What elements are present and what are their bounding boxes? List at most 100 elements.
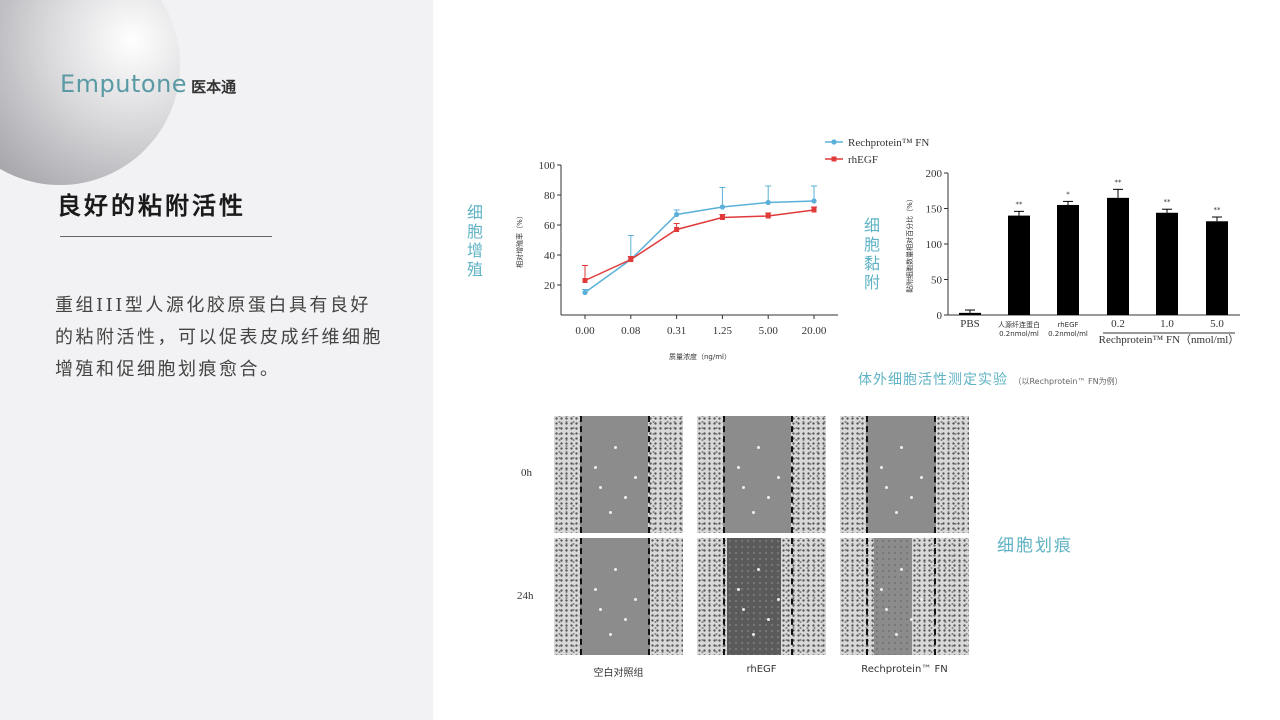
floating-cell xyxy=(742,486,745,489)
floating-cell xyxy=(609,511,612,514)
floating-cell xyxy=(599,608,602,611)
cell-layer xyxy=(650,538,683,655)
floating-cell xyxy=(599,486,602,489)
x-axis-title: 质量浓度（ng/ml） xyxy=(669,352,731,361)
legend-marker xyxy=(831,139,837,145)
adhesion-char: 细 xyxy=(863,216,880,235)
floating-cell xyxy=(624,496,627,499)
brand-logo: Emputone 医本通 xyxy=(60,70,236,98)
y-axis-title: 黏附细胞数量相对百分比（%） xyxy=(905,195,914,293)
floating-cell xyxy=(594,588,597,591)
floating-cell xyxy=(910,618,913,621)
cell-layer xyxy=(554,416,580,533)
page-title: 良好的粘附活性 xyxy=(57,191,246,220)
micrograph xyxy=(840,538,969,655)
row-label-24h: 24h xyxy=(517,590,534,602)
x-tick-label: 0.31 xyxy=(667,325,686,337)
adhesion-char: 附 xyxy=(863,273,880,292)
scratch-edge-line xyxy=(648,538,650,655)
x-tick-label: 0.00 xyxy=(575,325,595,337)
logo-text-en: Emputone xyxy=(60,70,188,98)
scratch-edge-line xyxy=(866,538,868,655)
scratch-gap xyxy=(723,416,791,533)
floating-cell xyxy=(777,476,780,479)
title-divider xyxy=(60,236,272,237)
scratch-gap xyxy=(580,538,650,655)
proliferation-char: 殖 xyxy=(466,260,483,279)
floating-cell xyxy=(885,486,888,489)
cell-layer xyxy=(697,538,727,655)
y-tick-label: 0 xyxy=(937,310,943,322)
y-tick-label: 20 xyxy=(544,280,556,292)
proliferation-label: 细 胞 增 殖 xyxy=(466,203,484,279)
scratch-label: 细胞划痕 xyxy=(997,536,1073,556)
data-point xyxy=(765,199,771,206)
floating-cell xyxy=(880,466,883,469)
x-tick-label: 人源纤连蛋白 xyxy=(998,320,1040,329)
x-tick-label: 0.08 xyxy=(621,325,641,337)
col-label-control: 空白对照组 xyxy=(593,668,644,679)
scratch-edge-line xyxy=(791,538,793,655)
x-tick-label: 0.2nmol/ml xyxy=(1048,330,1088,338)
assay-caption-note: （以Rechprotein™ FN为例） xyxy=(1013,377,1123,386)
data-point xyxy=(719,204,725,210)
proliferation-char: 增 xyxy=(466,241,483,260)
group-label: Rechprotein™ FN（nmol/ml） xyxy=(1099,333,1240,346)
y-tick-label: 100 xyxy=(926,239,943,251)
data-point xyxy=(674,227,680,232)
cell-layer xyxy=(697,416,723,533)
floating-cell xyxy=(614,568,617,571)
x-tick-label: 1.0 xyxy=(1160,318,1174,330)
floating-cell xyxy=(737,588,740,591)
floating-cell xyxy=(737,466,740,469)
bar xyxy=(1206,221,1228,315)
cell-layer xyxy=(840,538,874,655)
floating-cell xyxy=(757,446,760,449)
assay-caption-text: 体外细胞活性测定实验 xyxy=(858,372,1008,388)
cell-layer xyxy=(912,538,969,655)
col-label-rechprotein: Rechprotein™ FN xyxy=(861,664,948,675)
bar xyxy=(1156,212,1178,315)
floating-cell xyxy=(767,618,770,621)
y-tick-label: 60 xyxy=(544,220,556,232)
scratch-edge-line xyxy=(580,416,582,533)
bar xyxy=(1057,204,1079,315)
floating-cell xyxy=(920,476,923,479)
data-point xyxy=(719,215,725,220)
data-point xyxy=(765,213,771,219)
scratch-edge-line xyxy=(934,538,936,655)
cell-layer xyxy=(791,416,826,533)
x-tick-label: 1.25 xyxy=(713,325,733,337)
data-point xyxy=(582,278,588,283)
floating-cell xyxy=(910,496,913,499)
legend-marker xyxy=(831,156,837,162)
floating-cell xyxy=(752,511,755,514)
left-panel: Emputone 医本通 良好的粘附活性 重组III型人源化胶原蛋白具有良好的粘… xyxy=(0,0,433,720)
y-tick-label: 80 xyxy=(544,190,556,202)
y-tick-label: 40 xyxy=(544,250,556,262)
x-tick-label: 5.0 xyxy=(1210,318,1224,330)
floating-cell xyxy=(634,598,637,601)
bar xyxy=(959,312,981,315)
x-tick-label: 5.00 xyxy=(759,325,779,337)
data-point xyxy=(674,211,680,218)
micrograph xyxy=(697,416,826,533)
scratch-gap xyxy=(727,538,781,655)
y-tick-label: 100 xyxy=(539,160,556,172)
data-point xyxy=(811,198,817,204)
floating-cell xyxy=(895,511,898,514)
floating-cell xyxy=(594,466,597,469)
scratch-gap xyxy=(580,416,648,533)
scratch-edge-line xyxy=(723,538,725,655)
scratch-gap xyxy=(866,416,936,533)
series-line xyxy=(584,209,815,282)
floating-cell xyxy=(885,608,888,611)
floating-cell xyxy=(777,598,780,601)
adhesion-char: 胞 xyxy=(863,235,880,254)
floating-cell xyxy=(895,633,898,636)
scratch-edge-line xyxy=(866,416,868,533)
scratch-edge-line xyxy=(723,416,725,533)
significance-mark: ** xyxy=(1214,206,1222,214)
floating-cell xyxy=(900,568,903,571)
significance-mark: * xyxy=(1066,190,1070,198)
